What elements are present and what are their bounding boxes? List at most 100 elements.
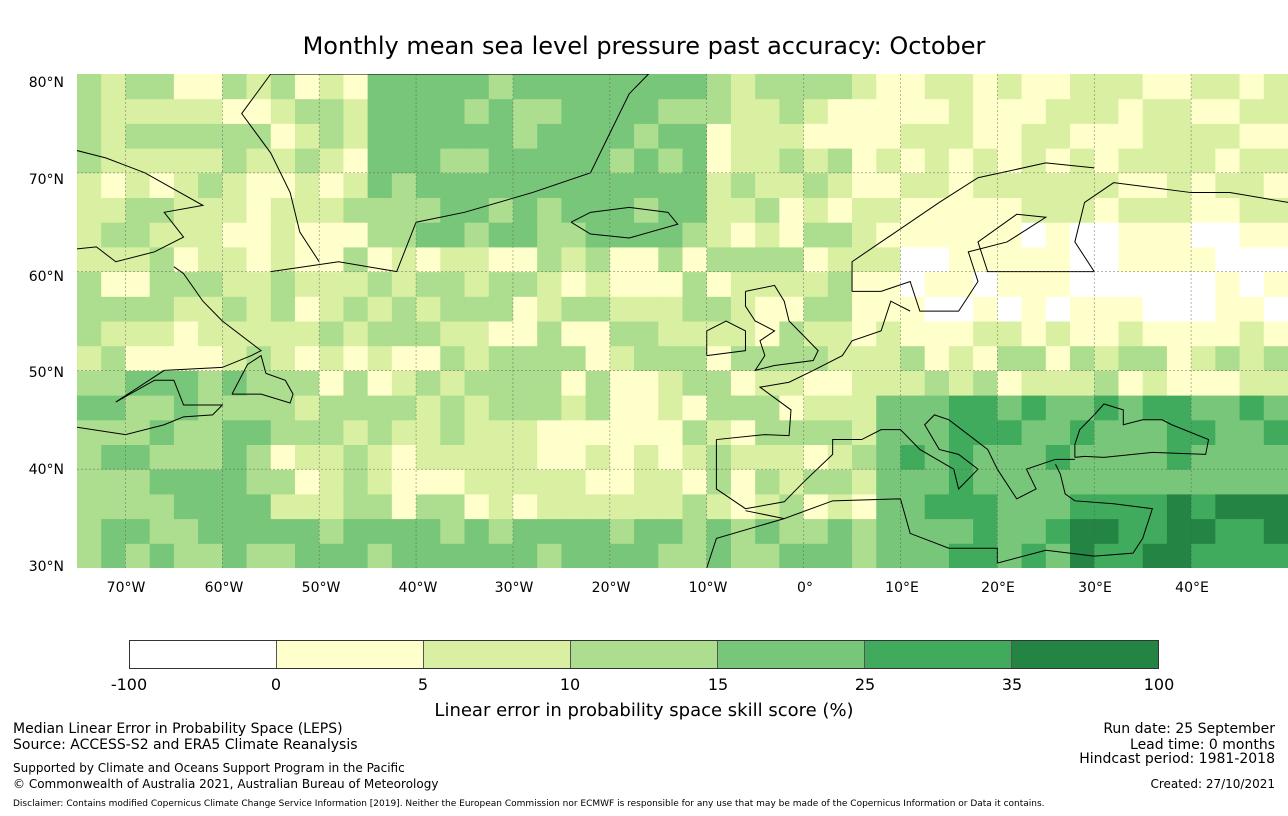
skill-cell [149,395,175,421]
skill-cell [440,172,466,198]
skill-cell [973,123,998,149]
skill-cell [173,172,199,198]
skill-cell [270,246,296,273]
skill-cell [779,172,805,198]
skill-cell [125,419,151,445]
skill-cell [634,321,659,347]
skill-cell [319,370,344,396]
skill-cell [464,98,490,124]
skill-cell [609,543,635,568]
skill-cell [900,197,926,223]
skill-cell [149,543,175,568]
skill-cell [1239,172,1265,198]
skill-cell [658,469,683,495]
skill-cell [367,444,393,470]
skill-cell [1239,271,1265,297]
skill-cell [1021,518,1047,544]
skill-cell [1215,172,1241,198]
skill-cell [755,370,780,396]
skill-cell [270,321,296,347]
skill-cell [416,444,441,470]
skill-field [77,74,1288,568]
skill-cell [149,321,175,347]
skill-cell [125,370,151,396]
skill-cell [634,296,659,322]
skill-cell [1166,148,1192,174]
skill-cell [343,246,369,273]
coastline [851,162,1095,292]
skill-cell [803,296,829,322]
skill-cell [77,370,102,396]
skill-cell [609,395,635,421]
skill-cell [198,493,223,520]
skill-cell [101,197,126,223]
skill-cell [270,493,296,520]
skill-cell [1166,123,1192,149]
skill-cell [1166,222,1192,248]
skill-cell [900,444,926,470]
skill-cell [1045,123,1071,149]
skill-cell [658,148,683,174]
skill-cell [1166,444,1192,470]
skill-cell [634,419,659,445]
skill-cell [585,148,611,174]
skill-cell [294,74,320,100]
skill-cell [270,271,296,297]
skill-cell [464,197,490,223]
skill-cell [1021,74,1047,100]
skill-cell [755,271,780,297]
skill-cell [1215,518,1241,544]
skill-cell [149,518,175,544]
skill-cell [876,493,901,520]
skill-cell [755,444,780,470]
skill-cell [512,222,538,248]
skill-cell [391,197,417,223]
skill-cell [1191,123,1216,149]
skill-cell [367,172,393,198]
skill-cell [1142,370,1168,396]
skill-cell [319,345,344,371]
skill-cell [464,321,490,347]
skill-cell [973,518,998,544]
skill-cell [1070,246,1095,273]
skill-cell [609,222,635,248]
skill-cell [488,321,514,347]
skill-cell [537,197,562,223]
skill-cell [561,518,587,544]
skill-cell [1118,172,1144,198]
skill-cell [658,370,683,396]
skill-cell [319,518,344,544]
skill-cell [440,148,466,174]
skill-cell [77,222,102,248]
skill-cell [270,172,296,198]
skill-cell [1263,444,1288,470]
skill-cell [1070,296,1095,322]
skill-cell [149,148,175,174]
skill-cell [294,370,320,396]
skill-cell [464,493,490,520]
skill-cell [827,518,853,544]
lat-tick-70n: 70°N [28,172,64,188]
skill-cell [1021,123,1047,149]
skill-cell [1191,246,1216,273]
skill-cell [1215,321,1241,347]
skill-cell [561,197,587,223]
skill-cell [294,321,320,347]
skill-cell [125,296,151,322]
skill-cell [464,222,490,248]
lon-tick-40e: 40°E [1175,580,1209,596]
skill-cell [319,395,344,421]
skill-cell [512,345,538,371]
skill-cell [173,98,199,124]
skill-cell [391,321,417,347]
skill-cell [997,444,1023,470]
skill-cell [1215,419,1241,445]
skill-cell [561,98,587,124]
skill-cell [1142,395,1168,421]
skill-cell [1191,74,1216,100]
colorbar-tick: 5 [417,675,429,694]
coastline [1074,403,1210,458]
skill-cell [561,172,587,198]
skill-cell [682,172,708,198]
skill-map[interactable] [77,74,1288,568]
